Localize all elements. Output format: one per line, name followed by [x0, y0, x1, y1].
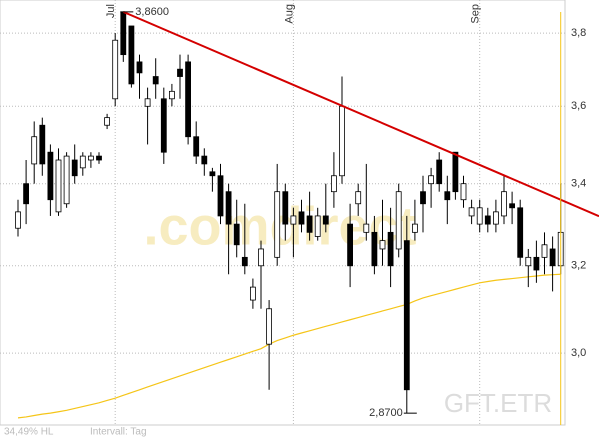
candle-body [379, 240, 386, 250]
candle-body [411, 223, 418, 233]
candle-body [152, 76, 159, 85]
candle-body [549, 248, 556, 267]
candle-body [428, 175, 435, 185]
candle-body [193, 136, 200, 157]
x-tick-label: Aug [283, 4, 295, 24]
candle-body [509, 203, 516, 209]
candle-body [517, 207, 524, 258]
footer-text: Intervall: Tag [90, 427, 147, 438]
y-tick-label: 3,8 [571, 27, 586, 39]
candle-body [395, 191, 402, 250]
candle-body [168, 90, 175, 100]
candle-body [47, 151, 54, 201]
moving-average-line [17, 273, 561, 419]
candle-body [355, 191, 362, 205]
symbol-watermark: GFT.ETR [444, 388, 552, 418]
x-tick-label: Jul [105, 4, 117, 18]
candle-body [298, 211, 305, 225]
annotation-label: 3,8600 [135, 6, 169, 18]
candle-body [177, 68, 183, 77]
candle-body [136, 61, 143, 74]
candle-body [420, 191, 426, 205]
candle-body [452, 151, 459, 193]
annotation-label: 2,8700 [369, 407, 403, 419]
candle-body [541, 244, 548, 258]
candle-body [31, 136, 38, 165]
candle-body [55, 159, 62, 213]
footer-text: 34,49% HL [4, 427, 54, 438]
candle-body [88, 155, 94, 161]
candle-body [266, 308, 273, 345]
candle-body [217, 175, 224, 217]
candle-body [306, 215, 313, 233]
y-tick-label: 3,2 [571, 260, 586, 272]
candle-body [15, 211, 21, 229]
candle-body [387, 231, 394, 267]
candle-body [185, 61, 192, 138]
candle-body [79, 155, 86, 169]
candle-body [104, 117, 110, 126]
candle-body [120, 11, 127, 56]
candle-body [322, 215, 329, 225]
candle-body [274, 191, 281, 258]
candle-body [144, 98, 151, 107]
y-tick-label: 3,0 [571, 347, 586, 359]
candle-body [476, 207, 483, 225]
candle-body [339, 105, 345, 177]
candle-body [249, 286, 256, 301]
candle-body [282, 191, 289, 225]
y-tick-label: 3,6 [571, 100, 586, 112]
candle-body [525, 256, 532, 267]
candle-body [330, 175, 337, 193]
candle-body [241, 256, 248, 267]
candle-body [128, 25, 135, 85]
candle-body [23, 183, 30, 205]
candle-body [460, 183, 467, 201]
candle-body [484, 215, 491, 225]
candle-body [533, 256, 540, 271]
candle-body [225, 191, 232, 225]
candle-body [403, 240, 410, 391]
candle-body [290, 215, 297, 225]
candle-body [160, 98, 167, 153]
candle-body [436, 159, 443, 185]
candle-body [209, 171, 216, 177]
x-tick-label: Sep [470, 4, 482, 24]
candle-body [371, 231, 378, 267]
candle-body [314, 215, 321, 237]
candle-body [444, 191, 451, 201]
candle-body [71, 159, 78, 177]
candle-body [63, 155, 70, 205]
candle-body [233, 223, 240, 246]
candle-body [112, 39, 119, 100]
y-tick-label: 3,4 [571, 178, 586, 190]
trendline [122, 10, 599, 218]
candle-body [363, 223, 370, 233]
candle-body [468, 207, 475, 217]
candle-body [501, 191, 507, 217]
candle-body [492, 211, 499, 225]
candle-body [39, 124, 46, 165]
candle-body [96, 155, 102, 161]
candle-body [201, 155, 208, 165]
candle-body [258, 248, 264, 267]
candle-body [347, 223, 354, 267]
